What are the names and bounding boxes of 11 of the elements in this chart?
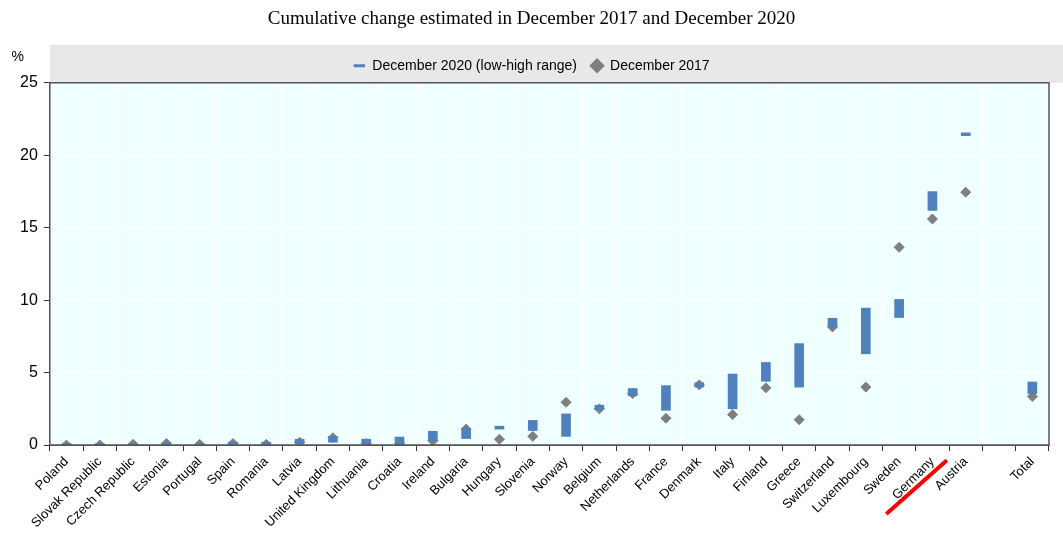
y-tick-label: 10 bbox=[20, 290, 38, 308]
legend-label: December 2017 bbox=[610, 56, 710, 73]
y-tick-label: 15 bbox=[20, 218, 38, 236]
y-tick-label: 5 bbox=[28, 363, 38, 381]
y-tick-label: 20 bbox=[20, 145, 38, 163]
x-tick-label: Italy bbox=[709, 453, 738, 482]
y-axis-title: % bbox=[11, 47, 25, 64]
y-tick-label: 25 bbox=[20, 73, 38, 91]
chart-title: Cumulative change estimated in December 2017 and December 2020 bbox=[267, 7, 796, 29]
y-tick-label: 0 bbox=[28, 435, 38, 453]
legend-label: December 2020 (low-high range) bbox=[372, 56, 578, 73]
